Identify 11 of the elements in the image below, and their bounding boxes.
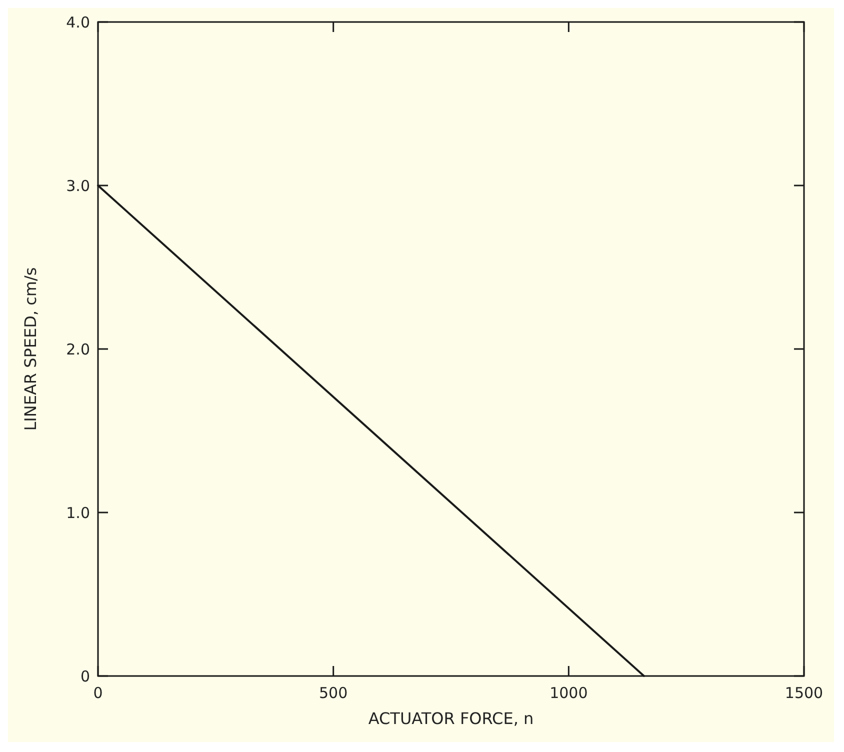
y-tick-label: 0	[80, 667, 90, 686]
y-tick-label: 1.0	[66, 504, 90, 522]
x-tick-label: 500	[319, 684, 348, 702]
x-tick-label: 0	[93, 684, 103, 702]
y-tick-label: 4.0	[66, 13, 90, 32]
y-tick-label: 2.0	[66, 340, 90, 358]
x-axis-title: ACTUATOR FORCE, n	[368, 709, 534, 728]
y-tick-label: 3.0	[66, 176, 90, 195]
x-tick-label: 1000	[550, 684, 588, 702]
x-tick-label: 1500	[784, 684, 824, 702]
y-axis-title: LINEAR SPEED, cm/s	[21, 267, 40, 431]
